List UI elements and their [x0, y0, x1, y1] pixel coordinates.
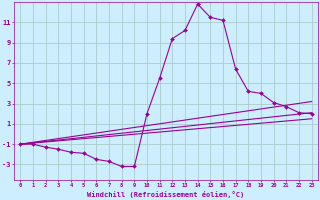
X-axis label: Windchill (Refroidissement éolien,°C): Windchill (Refroidissement éolien,°C) [87, 191, 244, 198]
